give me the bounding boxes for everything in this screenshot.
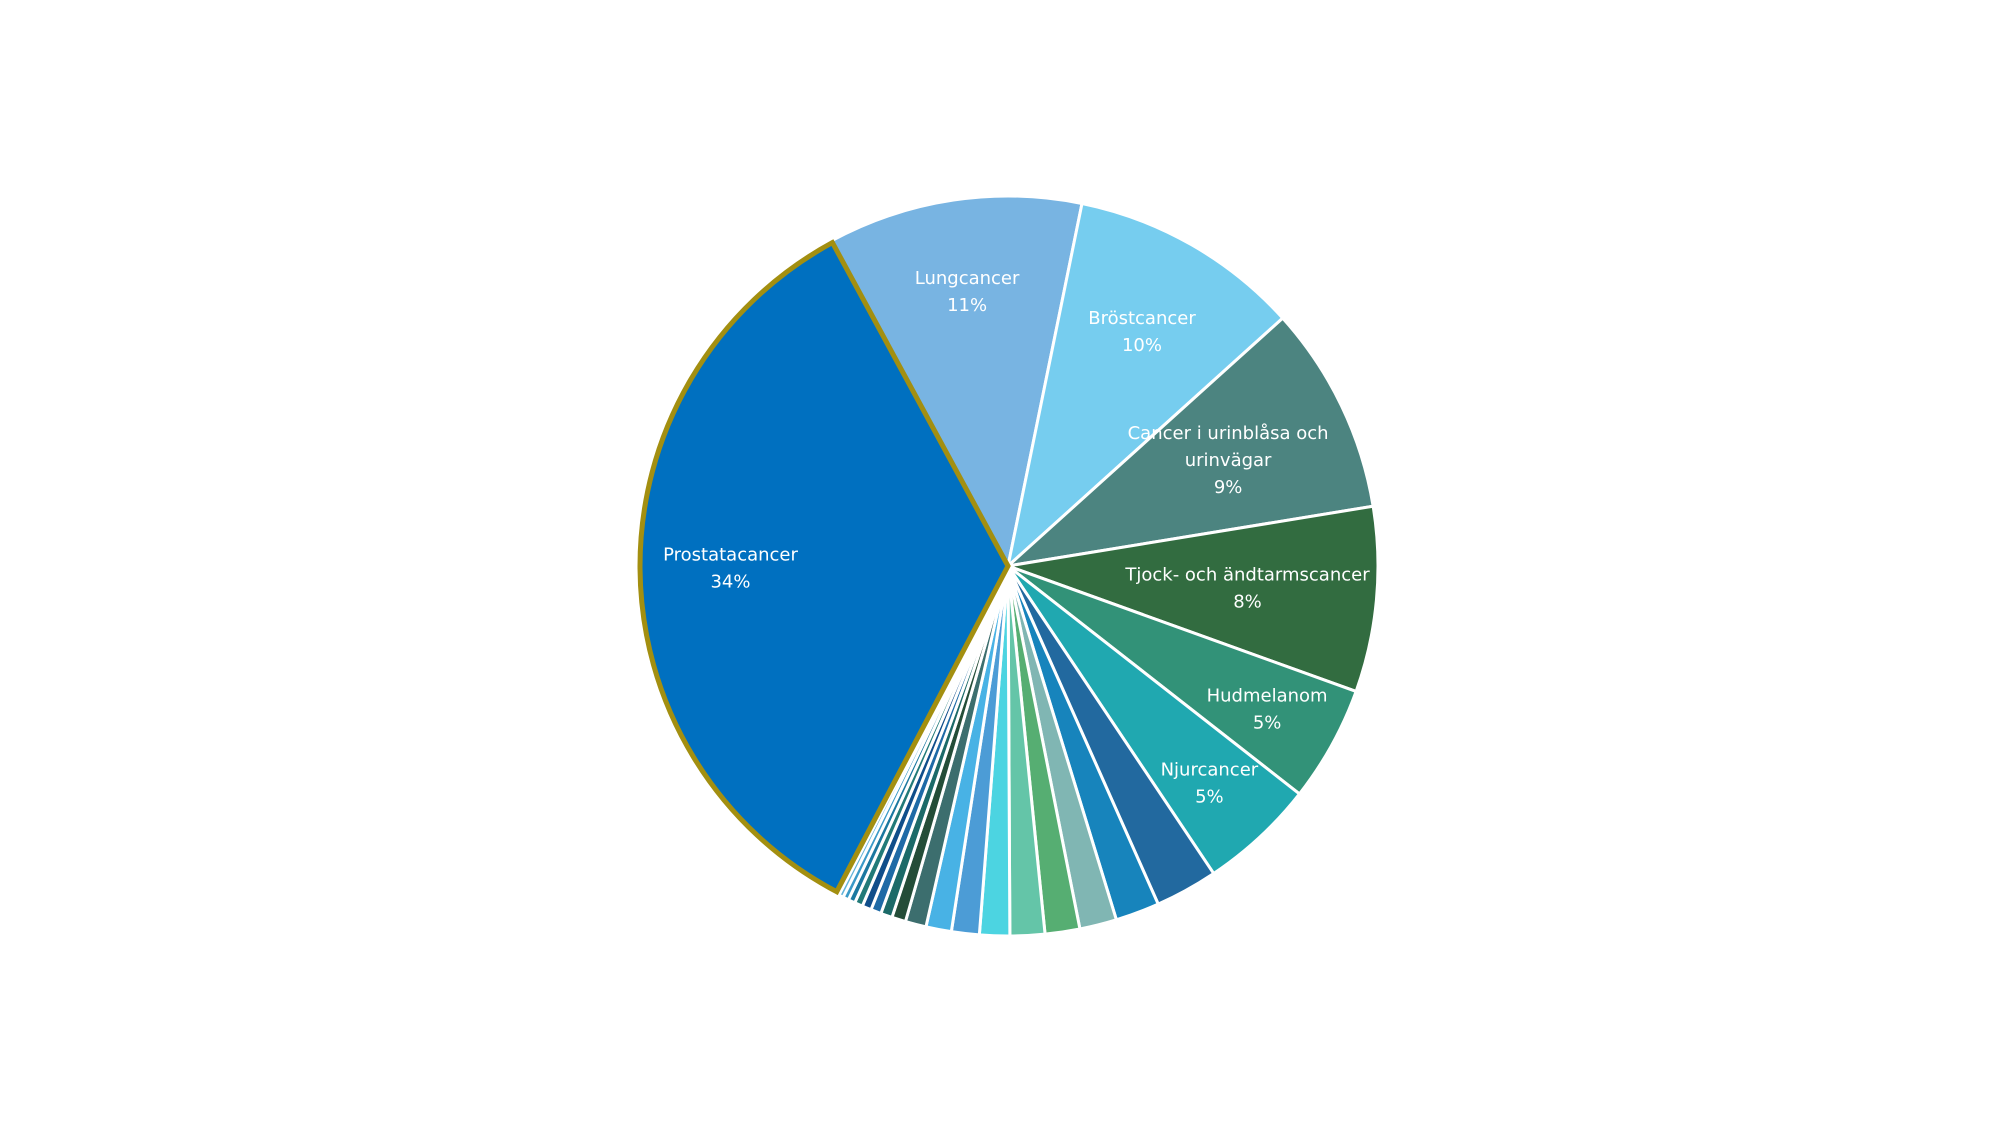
labels-layer: Prostatacancer 34% Lungcancer 11% Bröstcance… bbox=[663, 268, 1370, 807]
label-lungcancer-percent: 11% bbox=[947, 295, 987, 316]
label-lungcancer-name: Lungcancer bbox=[915, 268, 1020, 289]
slice-prostatacancer-highlight-outline bbox=[637, 239, 1011, 896]
label-prostatacancer-name: Prostatacancer bbox=[663, 544, 798, 565]
label-tjock-och-andtarmscancer-percent: 8% bbox=[1233, 592, 1262, 613]
label-cancer-i-urinblasa-och-urinvagar-name-line-2: urinvägar bbox=[1185, 450, 1272, 471]
slice-cancer-i-urinblasa-och-urinvagar bbox=[1006, 316, 1375, 568]
slice-brostcancer bbox=[1006, 201, 1285, 568]
label-hudmelanom-name: Hudmelanom bbox=[1207, 686, 1328, 707]
label-brostcancer-name: Bröstcancer bbox=[1088, 308, 1196, 329]
label-prostatacancer-percent: 34% bbox=[710, 571, 750, 592]
label-brostcancer-percent: 10% bbox=[1122, 335, 1162, 356]
highlight-layer bbox=[637, 239, 1011, 896]
label-cancer-i-urinblasa-och-urinvagar-name-line-1: Cancer i urinblåsa och bbox=[1128, 423, 1329, 444]
label-njurcancer-name: Njurcancer bbox=[1161, 759, 1259, 780]
slice-tjock-och-andtarmscancer bbox=[1006, 504, 1380, 693]
label-hudmelanom-percent: 5% bbox=[1253, 713, 1282, 734]
label-tjock-och-andtarmscancer-name: Tjock- och ändtarmscancer bbox=[1124, 565, 1370, 586]
slice-lungcancer bbox=[829, 194, 1084, 568]
label-njurcancer-percent: 5% bbox=[1195, 786, 1224, 807]
label-cancer-i-urinblasa-och-urinvagar-percent: 9% bbox=[1214, 477, 1243, 498]
slices-layer bbox=[636, 194, 1380, 938]
